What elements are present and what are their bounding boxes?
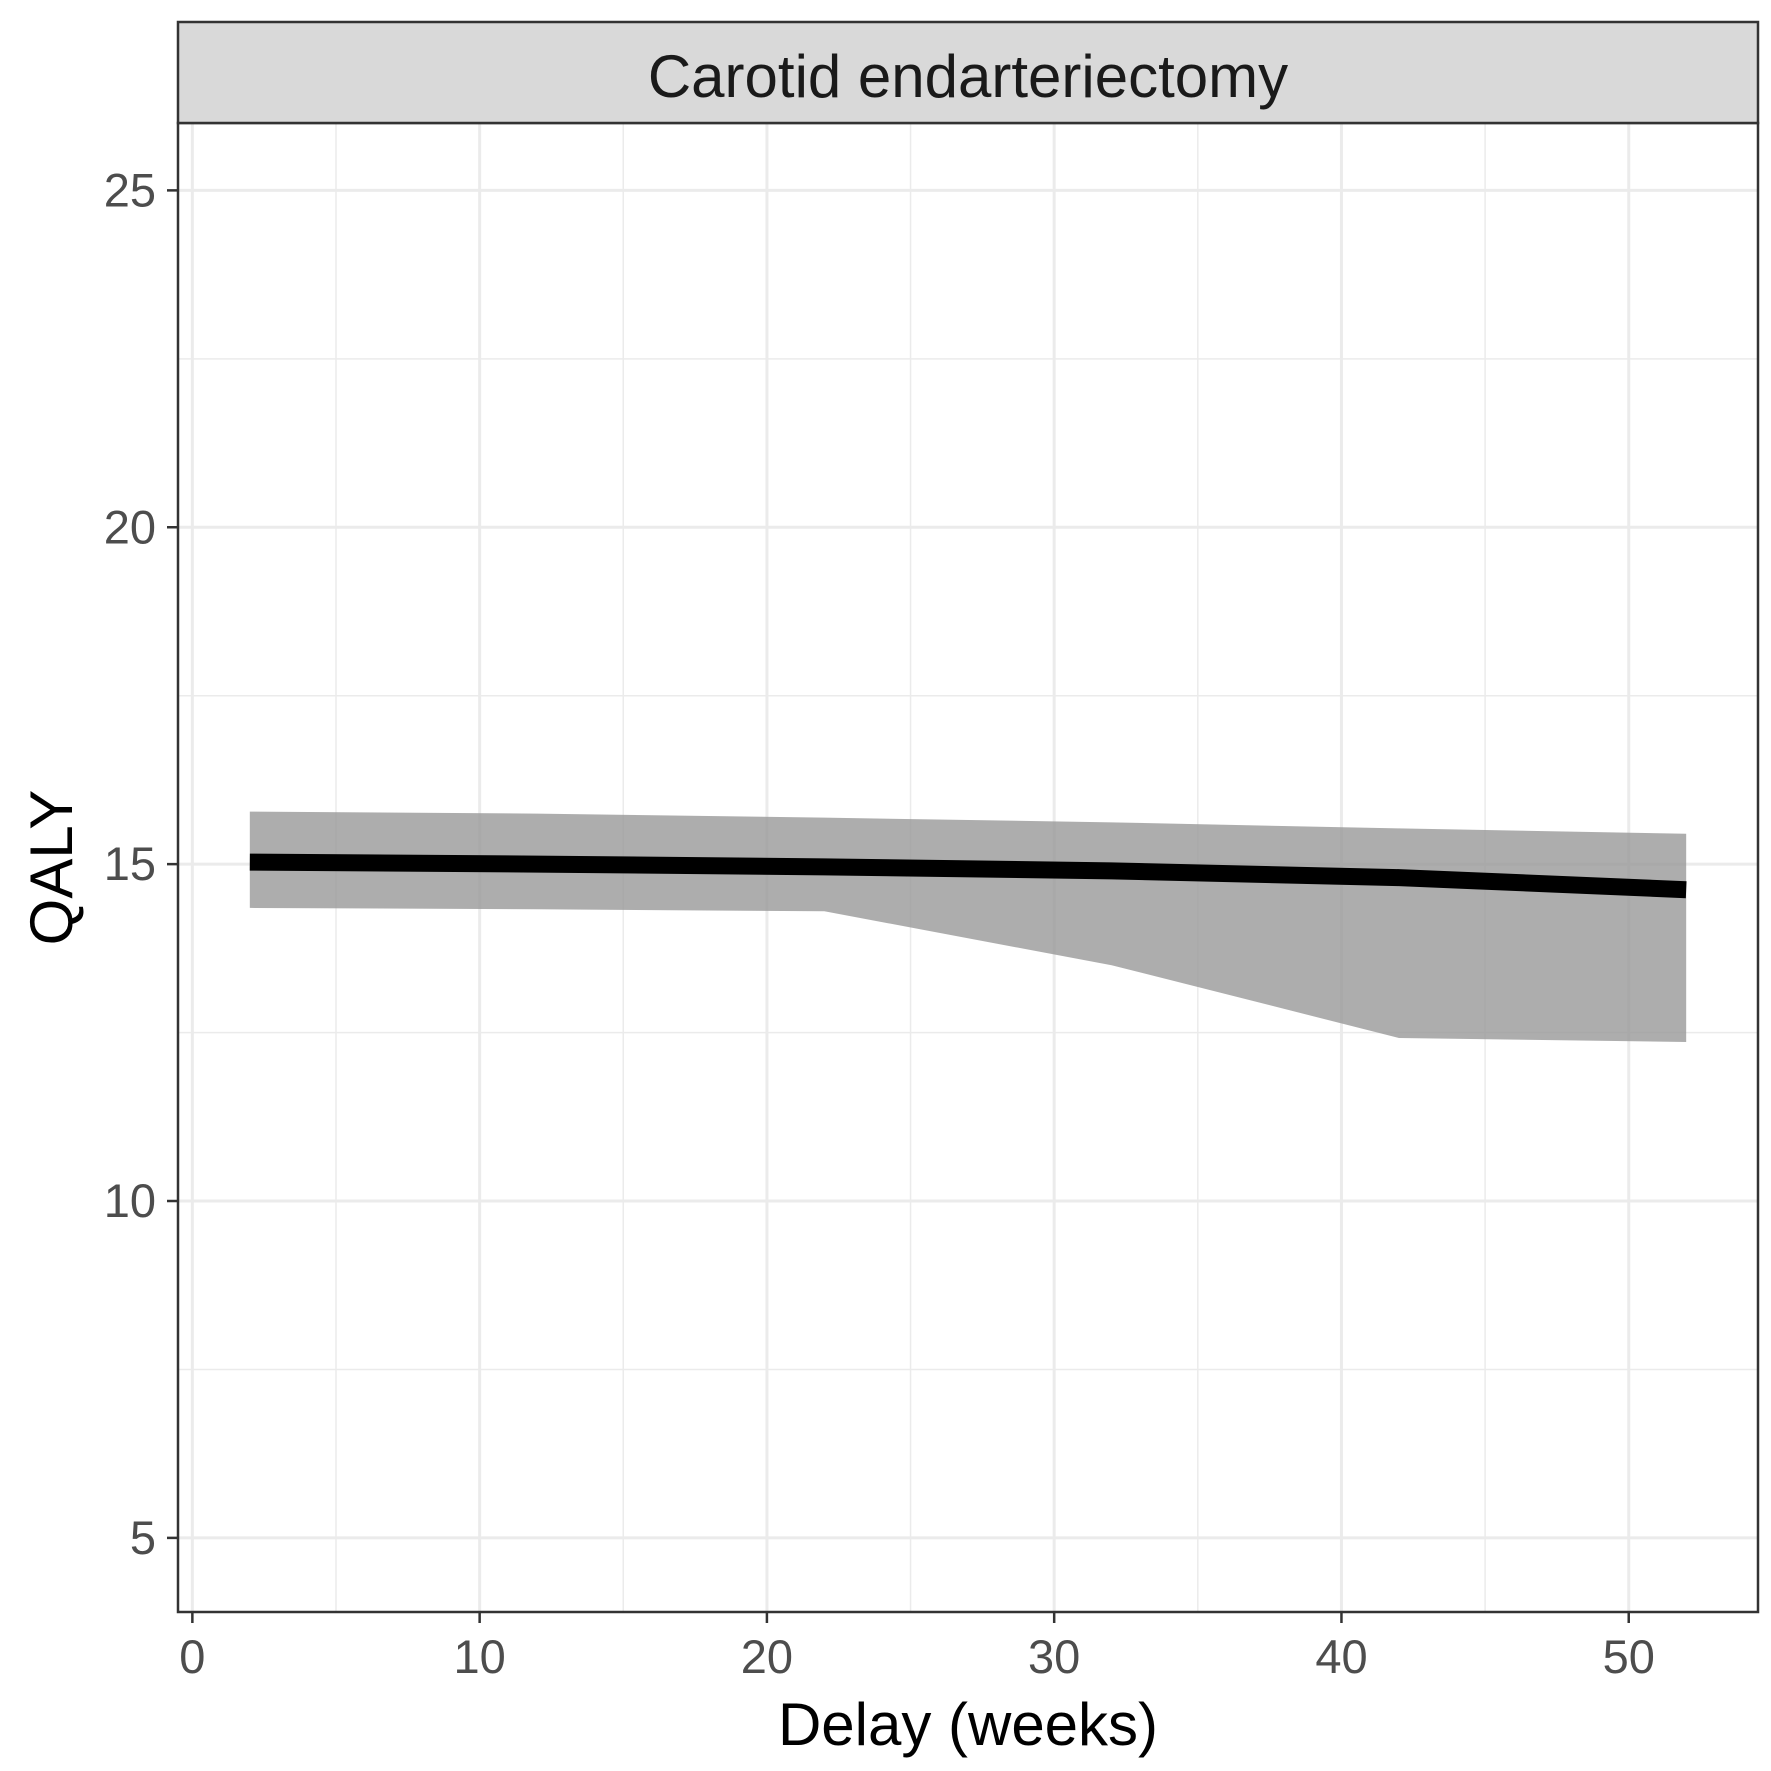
x-axis: 0 10 20 30 40 50 <box>179 1612 1655 1683</box>
x-tick-label: 50 <box>1603 1630 1655 1683</box>
facet-strip <box>176 20 1760 125</box>
facet-title: Carotid endarteriectomy <box>648 43 1288 110</box>
qaly-line <box>249 853 1687 899</box>
x-tick-label: 20 <box>741 1630 793 1683</box>
y-tick-label: 15 <box>104 837 156 890</box>
x-tick-label: 30 <box>1028 1630 1080 1683</box>
y-tick-label: 10 <box>104 1174 156 1227</box>
y-axis-title: QALY <box>18 790 85 946</box>
y-axis: 5 10 15 20 25 <box>104 163 178 1564</box>
x-axis-title: Delay (weeks) <box>778 1691 1158 1758</box>
x-tick-label: 0 <box>179 1630 205 1683</box>
confidence-band <box>249 811 1687 1043</box>
x-tick-label: 40 <box>1315 1630 1367 1683</box>
y-tick-label: 25 <box>104 163 156 216</box>
y-tick-label: 5 <box>130 1511 156 1564</box>
qaly-line-layer <box>249 853 1687 899</box>
confidence-band-layer <box>249 811 1687 1043</box>
y-tick-label: 20 <box>104 500 156 553</box>
x-tick-label: 10 <box>453 1630 505 1683</box>
